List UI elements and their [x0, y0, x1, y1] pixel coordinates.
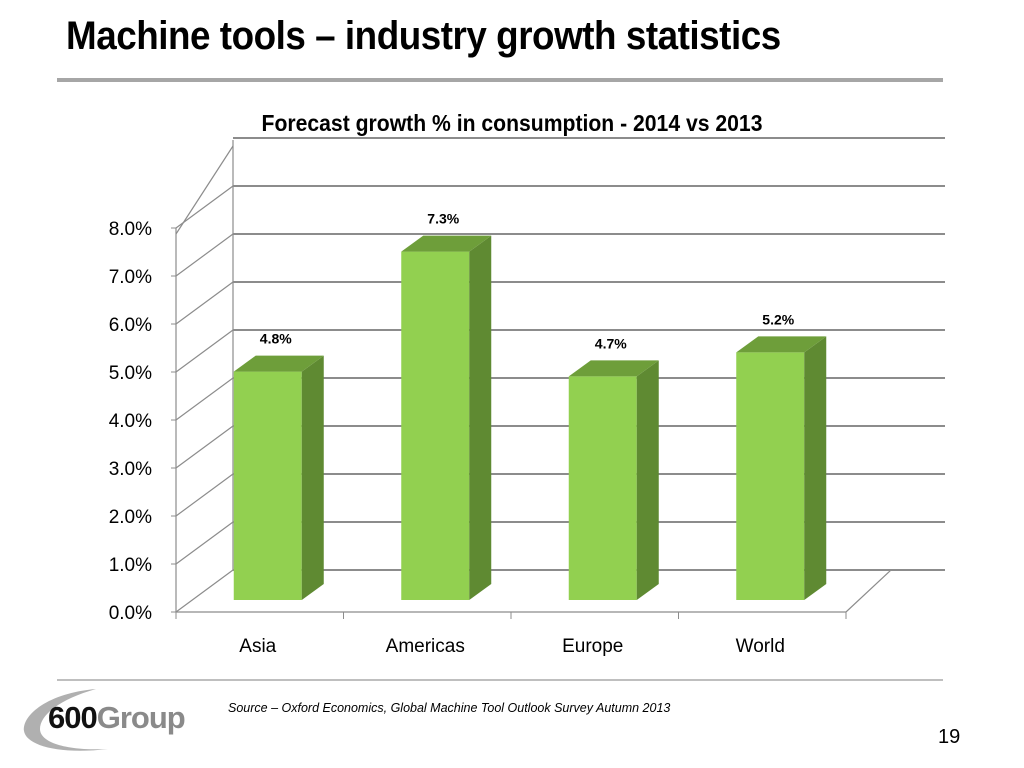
source-note: Source – Oxford Economics, Global Machin… [228, 701, 671, 715]
bar-side [301, 355, 324, 600]
gridline-side [175, 425, 234, 469]
bar-americas [401, 251, 470, 600]
gridline-side [175, 185, 234, 229]
x-tick-label: World [736, 636, 785, 657]
bar-world [736, 352, 805, 600]
y-tick-label: 2.0% [109, 507, 152, 528]
bar-top [233, 355, 324, 372]
y-tick-label: 4.0% [109, 411, 152, 432]
slide-title: Machine tools – industry growth statisti… [66, 14, 781, 58]
data-label: 4.8% [260, 331, 292, 347]
bar-chart: 0.0% 1.0% 2.0% 3.0% 4.0% 5.0% 6.0% 7.0% 8.0% 4.8%… [109, 137, 945, 657]
x-tick-label: Americas [386, 636, 465, 657]
title-divider [57, 78, 943, 82]
bar-side [469, 235, 492, 600]
gridline-side [175, 521, 234, 565]
y-tick-label: 8.0% [109, 219, 152, 240]
data-label: 4.7% [595, 335, 627, 351]
gridline-side [175, 281, 234, 325]
gridline-side [175, 377, 234, 421]
bar-side [636, 360, 659, 600]
y-tick-label: 0.0% [109, 603, 152, 624]
gridline-side [175, 233, 234, 277]
data-label: 5.2% [762, 311, 794, 327]
gridline-side [175, 329, 234, 373]
y-tick-label: 6.0% [109, 315, 152, 336]
bar-top [736, 336, 827, 353]
gridline-side [175, 145, 234, 235]
bar-side [804, 336, 827, 600]
logo-text: 600Group [48, 700, 186, 735]
y-tick-label: 3.0% [109, 459, 152, 480]
x-tick-label: Asia [239, 636, 276, 657]
bar-top [401, 235, 492, 252]
x-tick-label: Europe [562, 636, 623, 657]
y-tick-label: 5.0% [109, 363, 152, 384]
logo-crescent-icon [23, 689, 108, 751]
y-tick-label: 1.0% [109, 555, 152, 576]
gridline-side [175, 473, 234, 517]
y-tick-label: 7.0% [109, 267, 152, 288]
bar-europe [568, 376, 637, 600]
gridline-side [175, 569, 234, 613]
chart-title: Forecast growth % in consumption - 2014 … [261, 110, 763, 136]
bar-asia [233, 371, 302, 600]
page-number: 19 [938, 726, 961, 748]
footer-divider [57, 679, 943, 681]
bar-top [568, 360, 659, 377]
company-logo: 600Group [18, 685, 198, 755]
data-label: 7.3% [427, 211, 459, 227]
